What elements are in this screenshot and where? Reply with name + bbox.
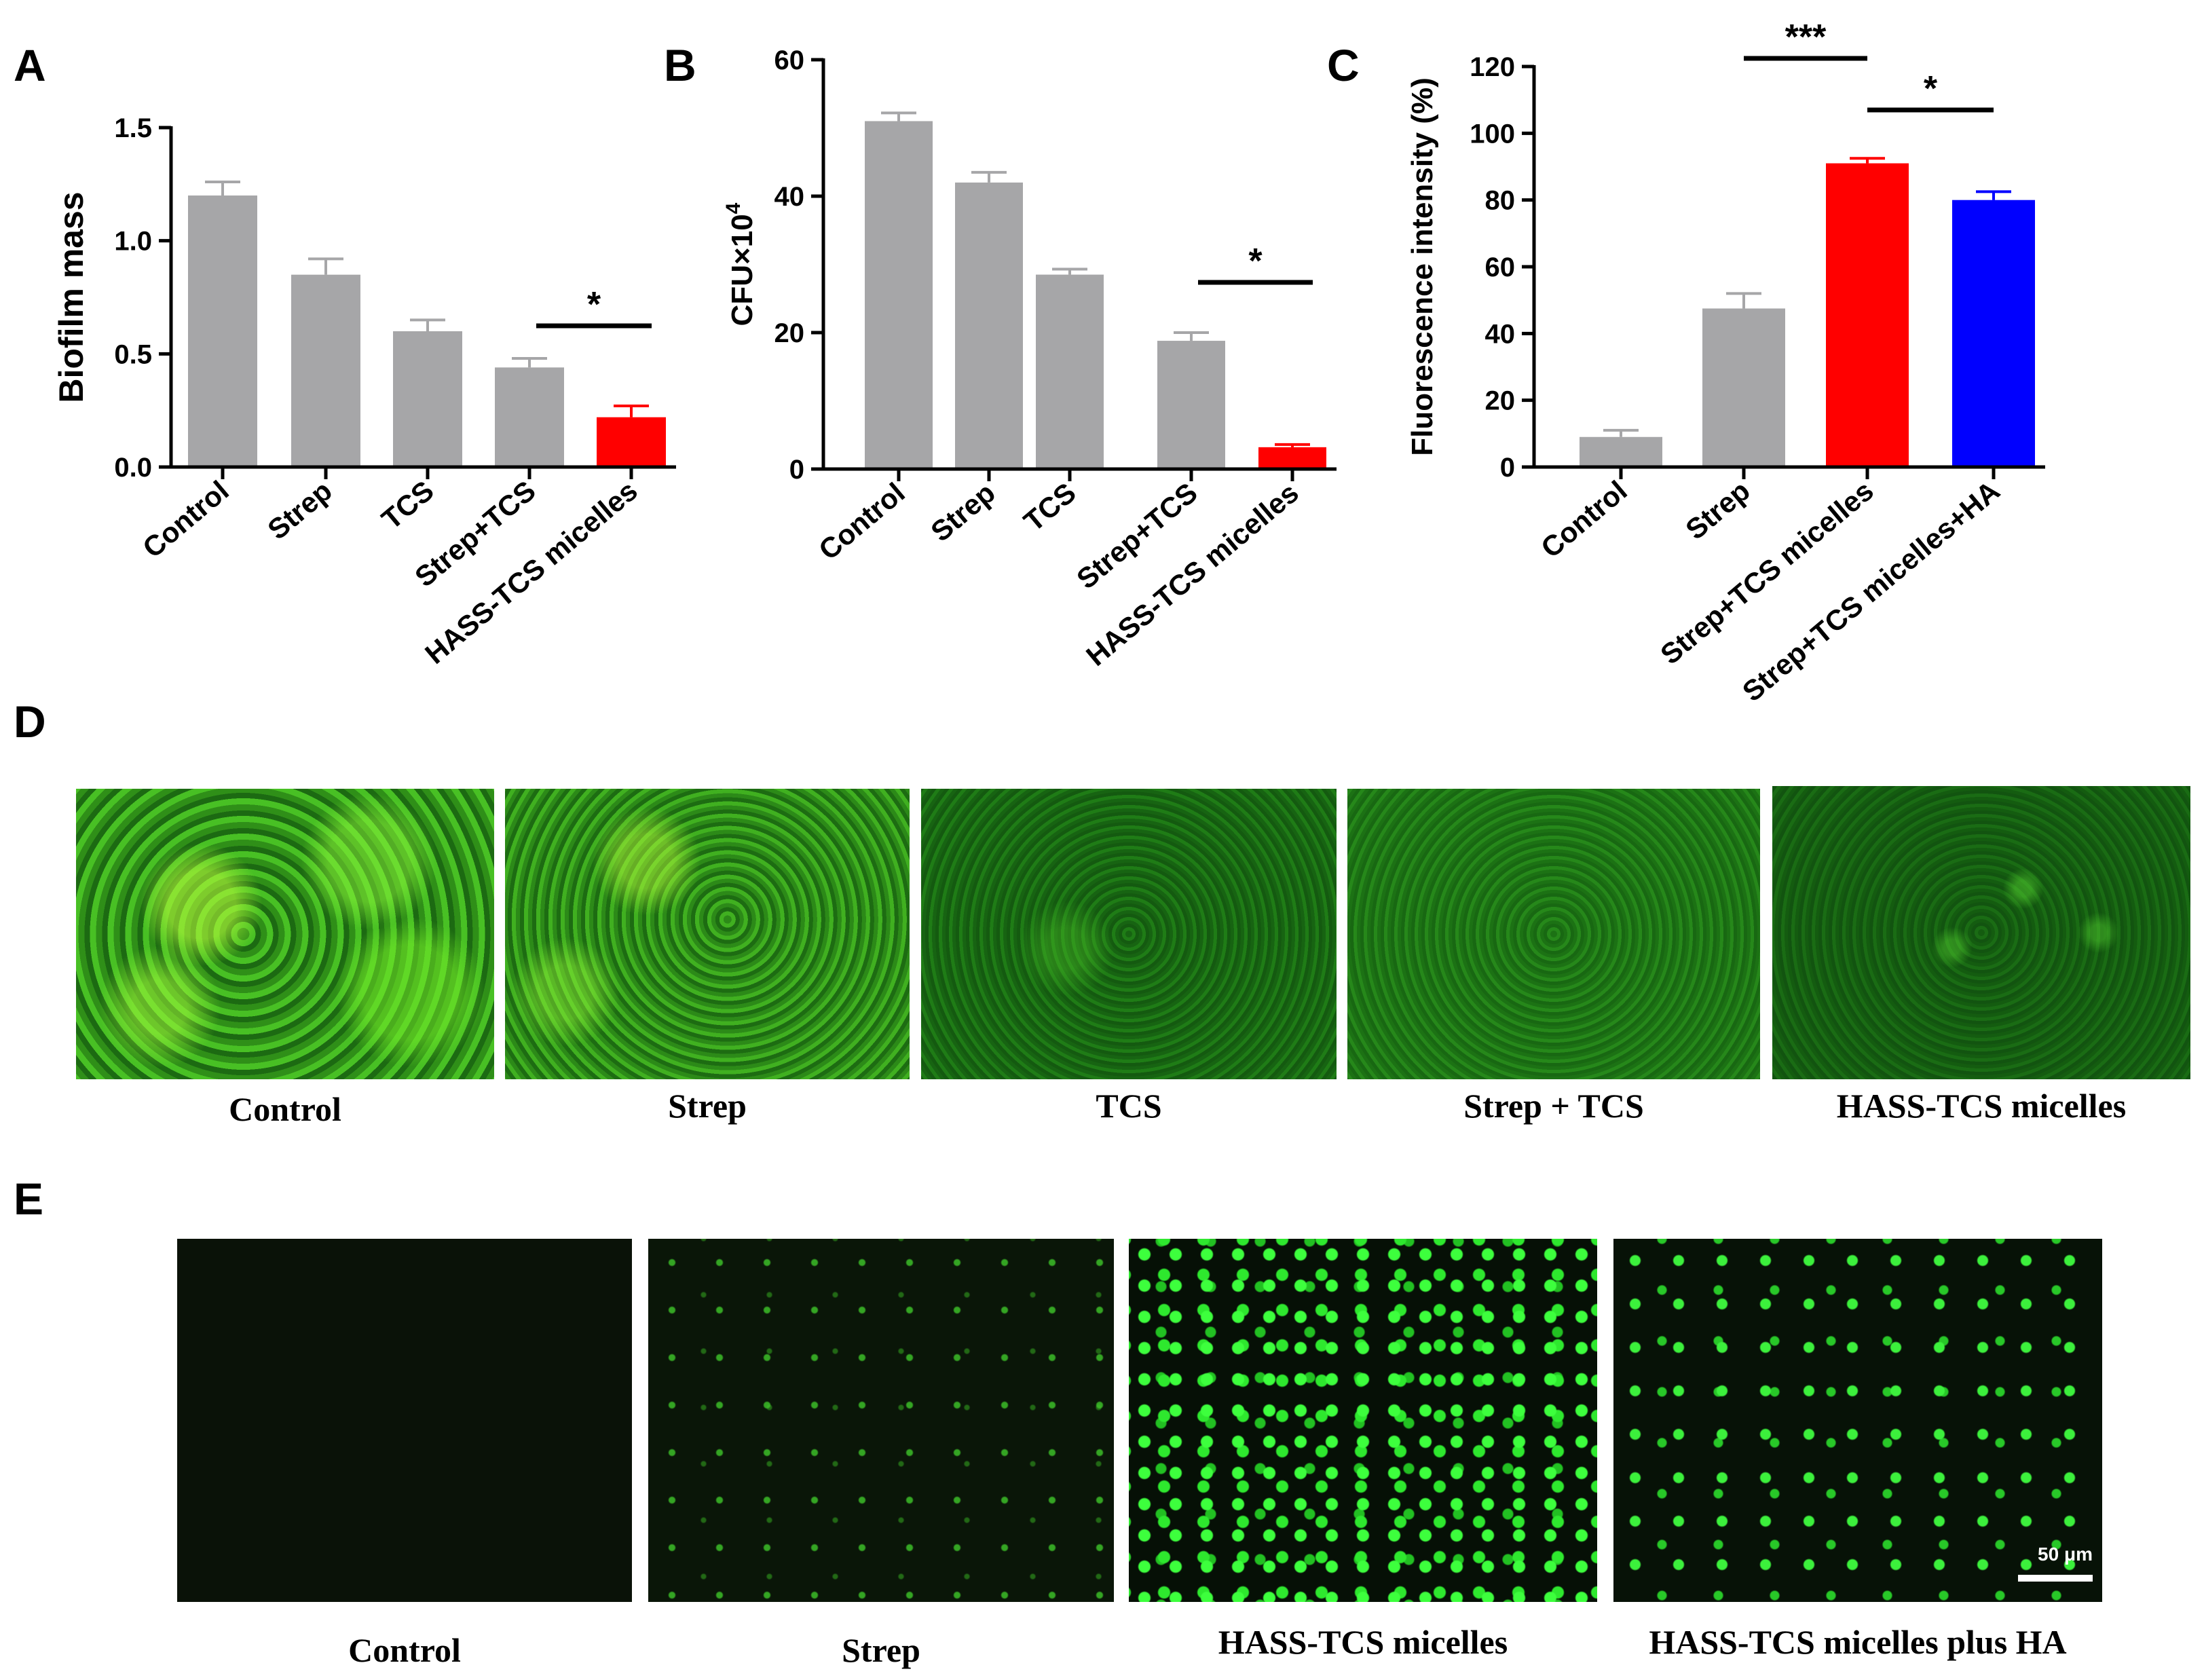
micrograph-d-tcs [921,789,1337,1079]
bar-b-0 [865,121,933,469]
y-tick-label-b-1: 20 [774,318,805,348]
micrograph-d-label-strep: Strep [668,1087,747,1125]
bar-a-1 [291,274,360,467]
y-axis-label-sup-b: 4 [722,202,745,214]
x-tick-label-c-0: Control [1535,474,1633,564]
micrograph-e-label-strep: Strep [842,1631,920,1669]
bar-c-3 [1952,200,2035,467]
panel-letter-e: E [14,1174,44,1224]
scale-bar [2018,1575,2093,1582]
y-tick-label-c-3: 60 [1485,253,1516,282]
y-tick-label-b-2: 40 [774,182,805,212]
micrograph-e-label-hass-tcs-ha: HASS-TCS micelles plus HA [1649,1623,2067,1661]
micrograph-e-control [177,1239,632,1602]
panel-letter-d: D [14,696,46,747]
y-axis-label-c: Fluorescence intensity (%) [1406,77,1439,455]
bar-b-2 [1036,274,1104,469]
bar-a-2 [393,331,462,467]
y-tick-label-a-2: 1.0 [114,227,152,257]
sig-label-a-0: * [587,285,601,324]
y-axis-label-a: Biofilm mass [52,191,90,403]
x-tick-label-a-1: Strep [261,474,337,546]
micrograph-d-label-hass-tcs: HASS-TCS micelles [1836,1087,2127,1125]
bar-b-1 [955,182,1023,469]
y-axis-label-b: CFU×104 [722,202,759,326]
x-tick-label-a-2: TCS [375,474,440,536]
sig-label-b-0: * [1248,242,1263,281]
micrograph-e-label-control: Control [348,1631,461,1669]
sig-label-c-1: * [1924,69,1938,109]
sig-label-c-0: *** [1785,18,1827,57]
bar-b-4 [1258,447,1326,469]
y-tick-label-c-1: 20 [1485,386,1516,416]
micrograph-d-hass-tcs [1772,786,2190,1079]
bar-c-0 [1580,436,1662,467]
micrograph-d-label-tcs: TCS [1096,1087,1162,1125]
bar-b-3 [1157,341,1225,469]
micrograph-e-label-hass-tcs: HASS-TCS micelles [1218,1623,1508,1661]
micrograph-d-strep-tcs [1347,789,1760,1079]
bar-a-0 [188,195,257,467]
micrograph-e-strep [648,1239,1114,1602]
bar-a-3 [495,367,564,467]
micrograph-d-label-control: Control [229,1090,341,1128]
x-tick-label-b-2: TCS [1017,477,1082,538]
micrograph-d-control [76,789,494,1079]
y-tick-label-b-0: 0 [789,455,804,485]
micrograph-d-label-strep-tcs: Strep + TCS [1463,1087,1644,1125]
y-tick-label-c-2: 40 [1485,319,1516,349]
y-tick-label-a-1: 0.5 [114,339,152,369]
x-tick-label-b-0: Control [813,477,911,566]
micrograph-e-hass-tcs-ha: 50 μm [1613,1239,2102,1602]
y-tick-label-c-0: 0 [1500,453,1515,483]
y-tick-label-a-3: 1.5 [114,113,152,143]
x-tick-label-c-1: Strep [1679,474,1755,546]
bar-c-1 [1702,308,1785,467]
scale-bar-label: 50 μm [2038,1544,2093,1565]
panel-letter-a: A [14,40,46,90]
y-tick-label-c-4: 80 [1485,186,1516,216]
panel-letter-b: B [664,40,696,90]
y-tick-label-b-3: 60 [774,45,805,75]
panel-letter-c: C [1327,40,1360,90]
y-tick-label-c-6: 120 [1470,52,1515,82]
x-tick-label-c-2: Strep+TCS micelles [1654,474,1880,671]
x-tick-label-b-1: Strep [924,477,1001,548]
x-tick-label-a-0: Control [136,474,235,564]
y-tick-label-a-0: 0.0 [114,453,152,483]
bar-c-2 [1826,163,1909,468]
micrograph-d-strep [505,789,910,1079]
x-tick-label-c-3: Strep+TCS micelles+HA [1736,474,2006,708]
micrograph-e-hass-tcs [1129,1239,1597,1602]
y-tick-label-c-5: 100 [1470,119,1515,149]
bar-a-4 [597,417,666,467]
